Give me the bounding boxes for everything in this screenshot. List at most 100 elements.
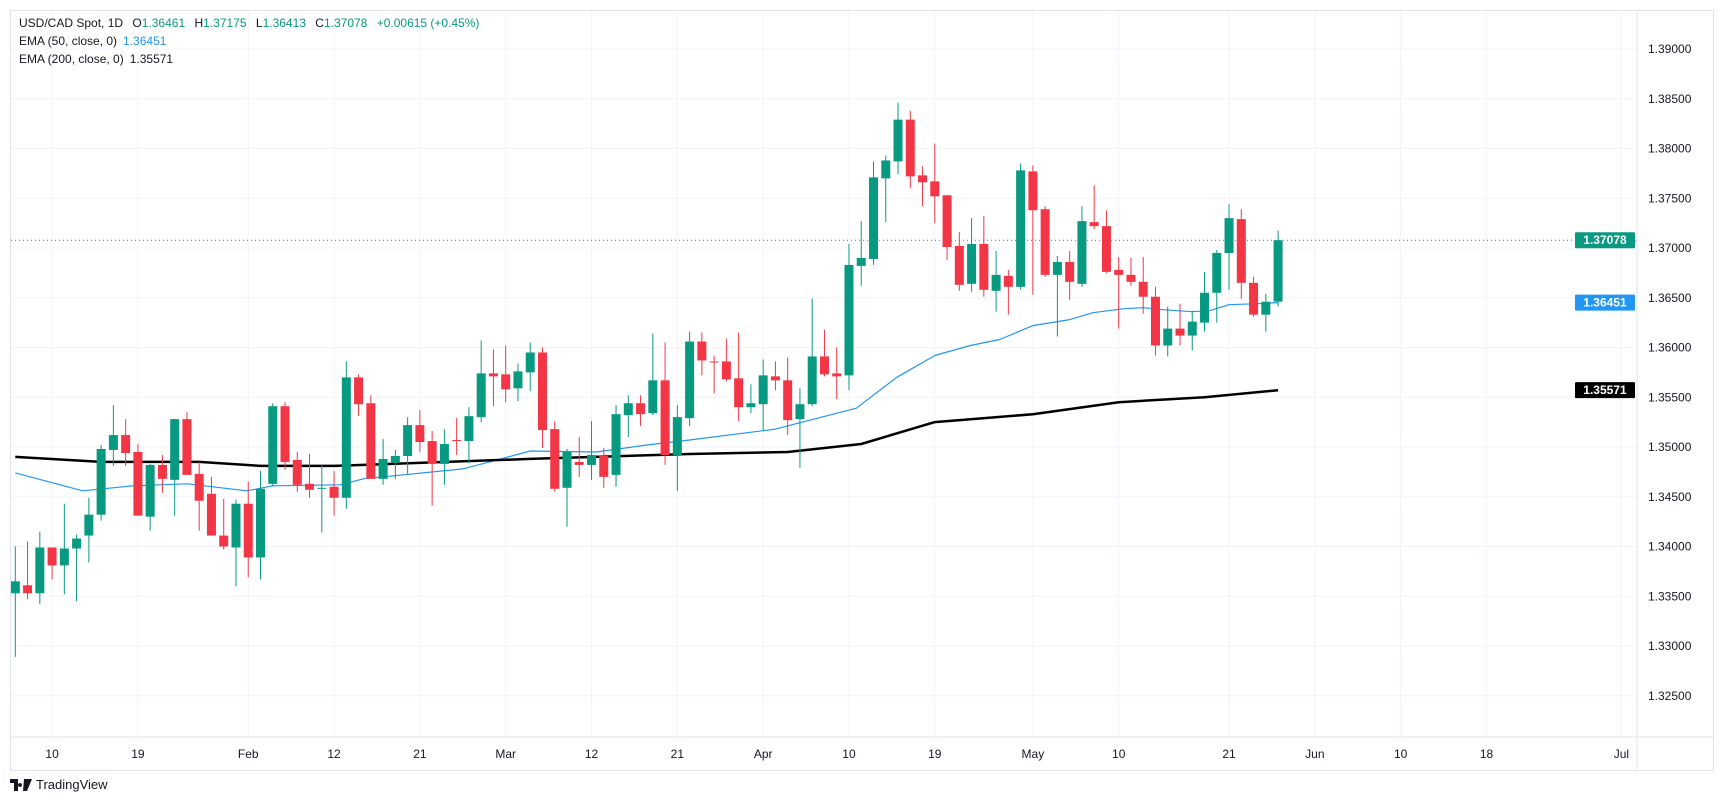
candle[interactable] — [84, 497, 94, 563]
candle[interactable] — [354, 374, 364, 417]
candle[interactable] — [746, 384, 756, 414]
candle[interactable] — [770, 361, 780, 391]
plot-area[interactable] — [11, 102, 1283, 657]
candle[interactable] — [893, 102, 903, 175]
candle[interactable] — [1114, 256, 1124, 329]
candle[interactable] — [550, 421, 560, 492]
candle[interactable] — [47, 547, 57, 580]
candle[interactable] — [832, 347, 842, 400]
candle[interactable] — [96, 445, 106, 521]
legend-ema50[interactable]: EMA (50, close, 0) 1.36451 — [19, 34, 172, 48]
symbol-label[interactable]: USD/CAD Spot, 1D — [19, 16, 124, 30]
candle[interactable] — [660, 342, 670, 465]
candle[interactable] — [1261, 293, 1271, 332]
candle[interactable] — [819, 329, 829, 377]
candle[interactable] — [305, 453, 315, 498]
candle[interactable] — [439, 429, 449, 485]
time-axis[interactable] — [11, 737, 1637, 770]
candle[interactable] — [403, 417, 413, 474]
candle[interactable] — [1249, 276, 1259, 317]
candle[interactable] — [317, 464, 327, 533]
candle[interactable] — [525, 342, 535, 392]
legend-ema200[interactable]: EMA (200, close, 0) 1.35571 — [19, 52, 179, 66]
candle[interactable] — [599, 447, 609, 488]
tradingview-logo[interactable]: TradingView — [10, 777, 108, 792]
candle[interactable] — [685, 331, 695, 427]
candle[interactable] — [415, 410, 425, 452]
candle[interactable] — [476, 340, 486, 423]
candle[interactable] — [869, 161, 878, 265]
candle[interactable] — [1003, 269, 1013, 315]
candle[interactable] — [979, 216, 989, 297]
candle[interactable] — [636, 395, 646, 427]
candle[interactable] — [157, 454, 167, 493]
candle[interactable] — [1187, 310, 1197, 351]
candle[interactable] — [1273, 230, 1283, 307]
candle[interactable] — [231, 499, 241, 587]
candle[interactable] — [390, 449, 400, 479]
candle[interactable] — [1028, 165, 1038, 295]
candle[interactable] — [1065, 250, 1075, 300]
candle[interactable] — [1212, 249, 1222, 323]
candle[interactable] — [758, 359, 768, 432]
candle[interactable] — [807, 298, 817, 407]
candle[interactable] — [1126, 257, 1136, 286]
candle[interactable] — [672, 405, 682, 491]
candle[interactable] — [170, 419, 180, 516]
candle[interactable] — [11, 546, 20, 657]
candle[interactable] — [1077, 206, 1087, 287]
candle[interactable] — [329, 470, 339, 516]
candle[interactable] — [72, 534, 82, 602]
candle[interactable] — [452, 418, 462, 455]
candle[interactable] — [133, 444, 143, 516]
candle[interactable] — [942, 195, 952, 260]
candle[interactable] — [991, 250, 1001, 312]
candle[interactable] — [108, 405, 118, 466]
candle[interactable] — [1236, 209, 1246, 299]
candle[interactable] — [292, 451, 302, 492]
candle[interactable] — [219, 498, 229, 550]
candle[interactable] — [194, 461, 204, 531]
candle[interactable] — [783, 357, 793, 436]
candle[interactable] — [1101, 210, 1111, 273]
candle[interactable] — [918, 166, 928, 207]
candle[interactable] — [648, 333, 658, 416]
candle[interactable] — [856, 221, 866, 286]
candle[interactable] — [1163, 306, 1173, 357]
candle[interactable] — [1150, 286, 1160, 356]
candle[interactable] — [243, 481, 253, 578]
candle[interactable] — [464, 407, 474, 463]
candle[interactable] — [427, 431, 437, 506]
candle[interactable] — [341, 361, 351, 509]
candle[interactable] — [23, 541, 33, 600]
candle[interactable] — [954, 232, 964, 291]
candle[interactable] — [488, 349, 498, 407]
candle[interactable] — [709, 355, 719, 394]
candle[interactable] — [378, 439, 388, 485]
candle[interactable] — [697, 332, 707, 376]
candle[interactable] — [1224, 204, 1234, 290]
candle[interactable] — [587, 421, 597, 480]
candle[interactable] — [145, 463, 155, 531]
candle[interactable] — [537, 347, 547, 448]
candle[interactable] — [366, 395, 376, 479]
price-axis[interactable] — [1637, 11, 1713, 737]
candle[interactable] — [967, 218, 977, 292]
candle[interactable] — [256, 470, 265, 580]
candle[interactable] — [1052, 255, 1062, 337]
candle[interactable] — [1138, 256, 1148, 314]
candle[interactable] — [513, 363, 523, 402]
candle[interactable] — [1200, 271, 1210, 332]
candle[interactable] — [562, 448, 572, 527]
candle[interactable] — [905, 110, 915, 189]
candle[interactable] — [59, 503, 69, 595]
candle[interactable] — [501, 345, 511, 403]
candle[interactable] — [1040, 206, 1050, 277]
candle[interactable] — [930, 143, 940, 224]
candle[interactable] — [121, 419, 131, 466]
candle[interactable] — [734, 332, 744, 422]
candle[interactable] — [1089, 185, 1099, 230]
candle[interactable] — [844, 244, 854, 391]
candle[interactable] — [182, 412, 192, 475]
